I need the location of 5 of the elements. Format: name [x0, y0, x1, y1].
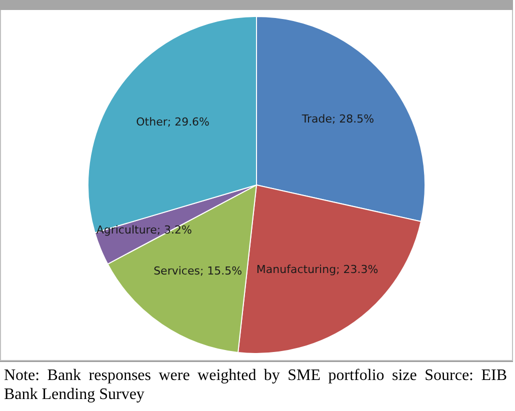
slice-label: Services; 15.5% — [154, 264, 242, 278]
slice-label: Trade; 28.5% — [300, 112, 374, 126]
slice-label: Other; 29.6% — [136, 115, 210, 128]
slice-label: Manufacturing; 23.3% — [256, 262, 378, 276]
text: Note: Bank responses were weighted by SME portfolio size Source: EIB Bank Lending Survey — [4, 366, 507, 404]
